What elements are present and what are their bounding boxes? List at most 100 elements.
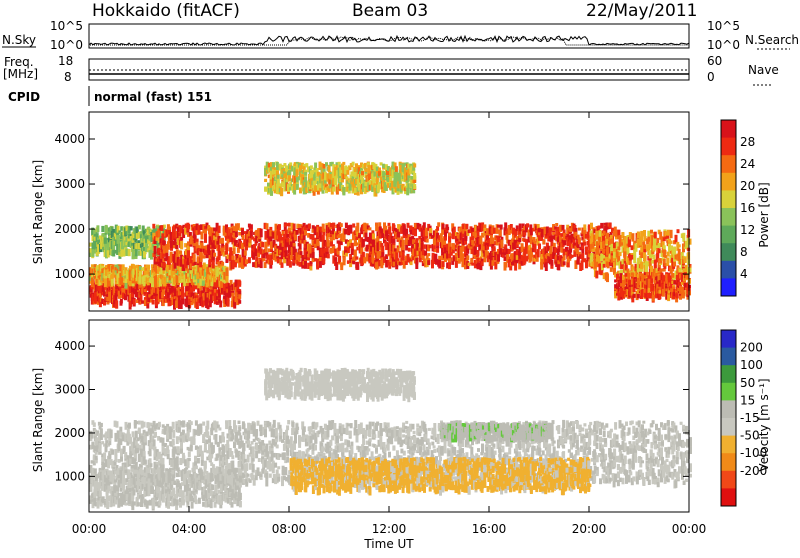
echo-cell (354, 172, 357, 178)
echo-cell (427, 253, 430, 256)
echo-cell (130, 226, 133, 230)
echo-cell (606, 233, 609, 239)
cpid-value: normal (fast) 151 (94, 90, 212, 104)
echo-cell (606, 248, 609, 255)
echo-cell (156, 237, 159, 241)
echo-cell (583, 242, 586, 246)
echo-cell (349, 225, 352, 234)
echo-cell (299, 188, 302, 194)
nsky-label: N.Sky (2, 33, 36, 47)
echo-cell (185, 300, 188, 307)
echo-cell (202, 255, 205, 259)
echo-cell (414, 229, 417, 236)
echo-cell (221, 262, 224, 266)
echo-cell (319, 261, 322, 268)
echo-cell (437, 222, 440, 226)
echo-cell (415, 262, 418, 269)
echo-cell (368, 227, 371, 230)
echo-cell (170, 241, 173, 249)
echo-cell (266, 223, 269, 230)
echo-cell (388, 223, 391, 226)
echo-cell (216, 241, 219, 245)
echo-cell (167, 245, 170, 250)
echo-cell (111, 279, 114, 286)
echo-cell (646, 261, 649, 266)
echo-cell (534, 244, 537, 252)
echo-cell (563, 261, 566, 265)
echo-cell (461, 260, 464, 267)
echo-cell (643, 230, 646, 237)
echo-cell (546, 227, 549, 230)
echo-cell (327, 254, 330, 259)
echo-cell (448, 236, 451, 243)
echo-cell (179, 251, 182, 254)
echo-cell (617, 247, 620, 251)
echo-cell (200, 253, 203, 262)
echo-cell (235, 231, 238, 237)
echo-cell (423, 244, 426, 249)
echo-cell (653, 238, 656, 247)
echo-cell (667, 252, 670, 257)
echo-cell (128, 249, 131, 256)
echo-cell (372, 233, 375, 239)
echo-cell (675, 235, 678, 243)
echo-cell (286, 234, 289, 238)
echo-cell (278, 224, 281, 230)
echo-cell (613, 252, 616, 258)
echo-cell (413, 184, 416, 189)
echo-cell (673, 250, 676, 255)
echo-cell (325, 162, 328, 167)
echo-cell (120, 299, 123, 304)
echo-cell (598, 226, 601, 230)
echo-cell (406, 188, 409, 196)
echo-cell (436, 226, 439, 231)
echo-cell (500, 225, 503, 230)
echo-cell (174, 262, 177, 269)
echo-cell (264, 179, 267, 182)
echo-cell (115, 300, 118, 308)
echo-cell (429, 228, 432, 233)
echo-cell (590, 239, 593, 242)
echo-cell (329, 248, 332, 254)
echo-cell (262, 258, 265, 261)
echo-cell (342, 162, 345, 165)
echo-cell (304, 177, 307, 183)
echo-cell (103, 292, 106, 297)
echo-cell (426, 239, 429, 243)
echo-cell (238, 232, 241, 236)
echo-cell (212, 260, 215, 268)
echo-cell (93, 249, 96, 253)
echo-cell (187, 224, 190, 229)
echo-cell (218, 226, 221, 234)
station-title: Hokkaido (fitACF) (92, 1, 240, 21)
nave-tick-bottom: 0 (707, 70, 715, 84)
echo-cell (341, 180, 344, 183)
echo-cell (352, 223, 355, 227)
date-title: 22/May/2011 (586, 1, 698, 21)
echo-cell (571, 255, 574, 258)
echo-cell (658, 243, 661, 248)
echo-cell (289, 162, 292, 165)
echo-cell (219, 301, 222, 308)
echo-cell (617, 230, 620, 236)
echo-cell (405, 238, 408, 245)
echo-cell (652, 255, 655, 260)
nsearch-tick-bottom: 10^0 (707, 38, 740, 52)
echo-cell (408, 248, 411, 252)
freq-label-2: [MHz] (3, 67, 38, 81)
echo-cell (174, 289, 177, 297)
echo-cell (204, 229, 207, 233)
echo-cell (631, 245, 634, 250)
echo-cell (452, 232, 455, 239)
echo-cell (667, 230, 670, 236)
echo-cell (619, 252, 622, 256)
echo-cell (352, 261, 355, 264)
echo-cell (322, 232, 325, 236)
echo-cell (227, 239, 230, 244)
echo-cell (300, 251, 303, 255)
echo-cell (504, 256, 507, 261)
echo-cell (304, 230, 307, 235)
echo-cell (364, 168, 367, 172)
echo-cell (133, 299, 136, 305)
